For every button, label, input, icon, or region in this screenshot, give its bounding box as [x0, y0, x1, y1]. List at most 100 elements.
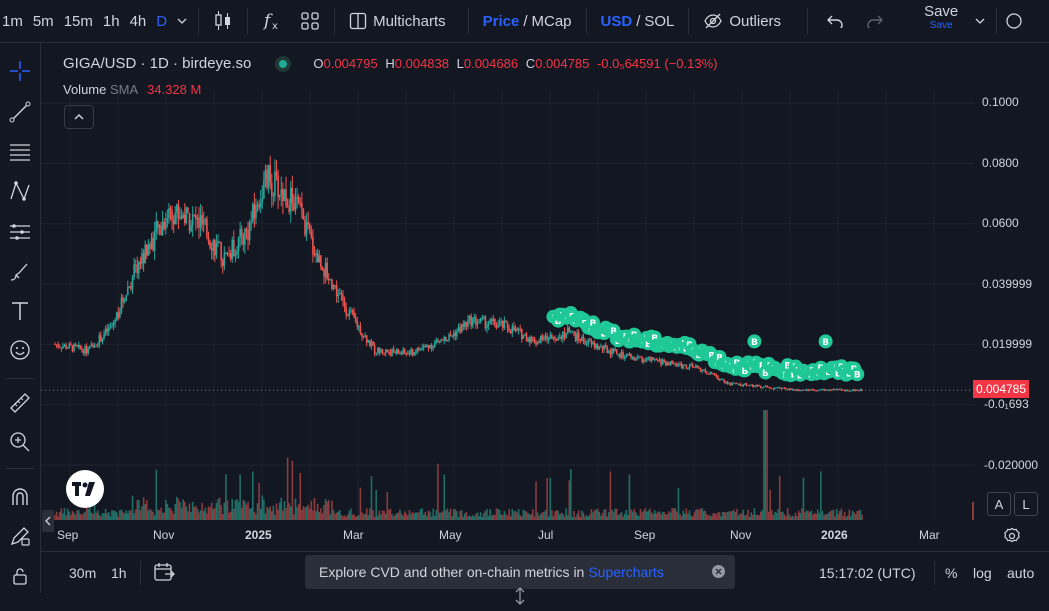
timeframe-4h[interactable]: 4h	[129, 12, 147, 30]
log-scale-toggle[interactable]: log	[973, 565, 992, 581]
clock-time[interactable]: 15:17:02 (UTC)	[819, 565, 916, 581]
multicharts-button[interactable]: Multicharts	[341, 5, 454, 37]
forecasting-icon[interactable]	[6, 218, 34, 246]
usd-option[interactable]: USD	[600, 12, 633, 30]
timeframe-15m[interactable]: 15m	[63, 12, 93, 30]
percent-scale-toggle[interactable]: %	[945, 565, 958, 581]
lock-drawing-pencil-icon[interactable]	[6, 522, 34, 550]
fib-retracement-icon[interactable]	[6, 138, 34, 166]
volume-label[interactable]: Volume	[63, 82, 107, 97]
zoom-in-icon[interactable]	[6, 428, 34, 456]
candle-body	[791, 388, 794, 390]
candle-body	[459, 327, 461, 333]
sol-option[interactable]: SOL	[644, 12, 675, 30]
save-button[interactable]: Save Save	[916, 4, 966, 37]
price-chart[interactable]: BBBBBBBBBBBBBBBBBBBBBBBBBBBBBBBBBBBBBBBB…	[41, 43, 1049, 550]
timeframe-5m[interactable]: 5m	[32, 12, 54, 30]
volume-bar	[130, 510, 132, 520]
candle-body	[677, 363, 680, 366]
log-scale-button[interactable]: L	[1014, 492, 1038, 516]
volume-bar	[136, 499, 139, 520]
banner-close-icon[interactable]	[712, 565, 725, 578]
auto-scale-button[interactable]: A	[987, 492, 1011, 516]
volume-bar	[380, 514, 382, 520]
volume-bar	[853, 512, 855, 520]
candle-body	[108, 327, 110, 332]
price-mcap-toggle[interactable]: Price / MCap	[475, 5, 580, 37]
candles-style-icon[interactable]	[205, 5, 241, 37]
candle-body	[657, 359, 659, 361]
crosshair-icon[interactable]	[6, 57, 34, 85]
timeframe-d[interactable]: D	[156, 12, 168, 30]
volume-bar	[617, 515, 620, 520]
candle-body	[837, 389, 840, 390]
tradingview-logo[interactable]	[66, 470, 104, 508]
buy-marker-label: B	[784, 362, 791, 372]
candle-body	[669, 361, 672, 366]
candle-body	[492, 319, 495, 322]
outliers-button[interactable]: Outliers	[695, 5, 789, 37]
currency-toggle[interactable]: USD / SOL	[593, 5, 683, 37]
volume-bar	[250, 508, 253, 520]
timeframe-dropdown-chevron-icon[interactable]	[172, 13, 192, 30]
volume-bar	[731, 511, 734, 520]
ruler-icon[interactable]	[6, 389, 34, 417]
emoji-icon[interactable]	[6, 336, 34, 364]
volume-bar	[517, 508, 520, 520]
save-dropdown-chevron-icon[interactable]	[970, 13, 990, 30]
mcap-option[interactable]: MCap	[531, 12, 572, 30]
trend-line-icon[interactable]	[6, 98, 34, 126]
volume-bar	[718, 512, 721, 520]
candle-body	[690, 364, 692, 366]
lock-icon[interactable]	[6, 562, 34, 590]
refresh-icon[interactable]	[1003, 5, 1025, 37]
date-range-calendar-icon[interactable]	[153, 562, 175, 585]
candle-body	[204, 218, 207, 221]
chart-settings-gear-icon[interactable]	[1003, 527, 1021, 550]
candle-body	[780, 388, 783, 390]
candle-body	[297, 196, 300, 203]
undo-icon[interactable]	[818, 5, 852, 37]
promo-banner-text: Explore CVD and other on-chain metrics i…	[319, 564, 585, 580]
text-icon[interactable]	[6, 297, 34, 325]
magnet-icon[interactable]	[6, 483, 34, 511]
buy-marker-label: B	[555, 317, 562, 327]
candle-body	[223, 253, 226, 267]
timeframe-1m[interactable]: 1m	[2, 12, 23, 30]
volume-bar	[231, 498, 234, 520]
symbol-title[interactable]: GIGA/USD · 1D · birdeye.so	[63, 55, 252, 72]
supercharts-link[interactable]: Supercharts	[588, 564, 664, 580]
collapse-legend-button[interactable]	[64, 105, 94, 129]
volume-bar	[214, 508, 216, 520]
volume-bar	[593, 510, 596, 520]
slash-separator: /	[636, 12, 641, 30]
volume-bar	[536, 512, 539, 520]
redo-icon[interactable]	[858, 5, 892, 37]
candle-body	[225, 253, 227, 254]
candle-body	[449, 334, 452, 336]
volume-bar	[642, 510, 645, 520]
volume-bar	[827, 512, 830, 520]
candle-body	[522, 335, 525, 339]
brush-icon[interactable]	[6, 258, 34, 286]
auto-scale-toggle[interactable]: auto	[1007, 565, 1035, 581]
timeframe-1h[interactable]: 1h	[102, 12, 120, 30]
collapse-toolbar-chevron-left-icon[interactable]	[42, 510, 54, 532]
volume-bar	[433, 515, 436, 520]
buy-marker	[850, 367, 865, 382]
candle-body	[289, 187, 292, 213]
volume-bar	[562, 513, 564, 520]
price-option[interactable]: Price	[482, 12, 520, 30]
volume-bar	[138, 499, 140, 520]
templates-grid-icon[interactable]	[292, 5, 328, 37]
range-1h[interactable]: 1h	[111, 565, 127, 581]
candle-body	[79, 344, 82, 349]
resize-handle-icon[interactable]	[513, 586, 527, 611]
volume-bar	[590, 509, 593, 520]
range-30m[interactable]: 30m	[69, 565, 97, 581]
volume-bar	[641, 512, 643, 520]
pattern-icon[interactable]	[6, 177, 34, 205]
volume-bar	[456, 511, 458, 520]
candle-body	[100, 335, 102, 342]
